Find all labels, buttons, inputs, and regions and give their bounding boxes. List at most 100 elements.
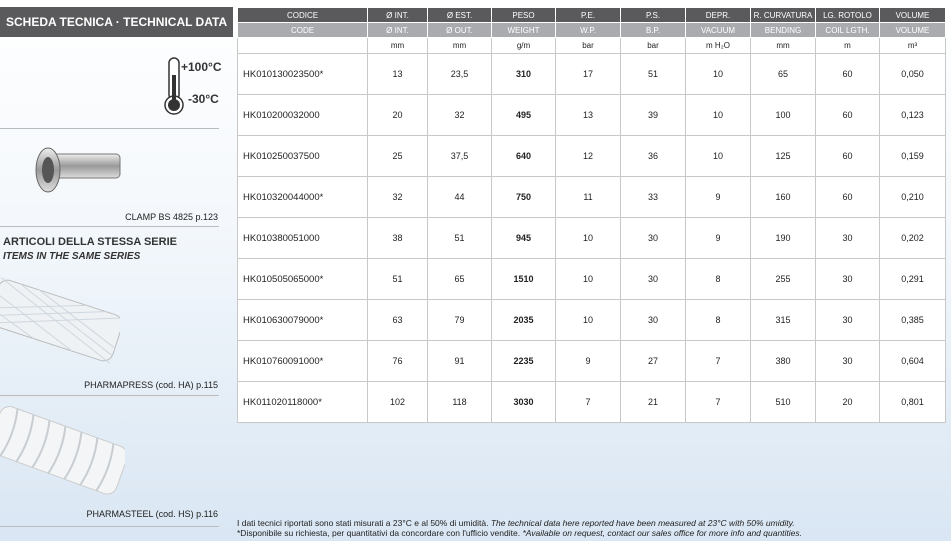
empty-cell <box>237 37 368 54</box>
header-cell: P.E. <box>555 7 621 23</box>
table-cell: 76 <box>367 340 428 382</box>
table-cell: 63 <box>367 299 428 341</box>
header-cell: PESO <box>491 7 556 23</box>
table-cell: 8 <box>685 299 751 341</box>
table-cell: 20 <box>367 94 428 136</box>
table-cell: 10 <box>685 53 751 95</box>
table-cell: 30 <box>815 217 880 259</box>
unit-cell: g/m <box>491 37 556 54</box>
table-cell: 0,291 <box>879 258 946 300</box>
header-cell: R. CURVATURA <box>750 7 816 23</box>
table-cell: 0,801 <box>879 381 946 423</box>
temp-high: +100°C <box>181 60 222 74</box>
table-row: HK011020118000* 102 118 3030 7 21 7 510 20 0,801 <box>237 381 946 423</box>
thermometer-icon <box>164 57 184 115</box>
header-cell: P.S. <box>620 7 686 23</box>
table-cell: 32 <box>427 94 492 136</box>
header-cell: Ø INT. <box>367 22 428 38</box>
code-cell: HK010200032000 <box>237 94 368 136</box>
table-cell: 160 <box>750 176 816 218</box>
table-cell: 12 <box>555 135 621 177</box>
table-cell: 0,050 <box>879 53 946 95</box>
temp-low: -30°C <box>188 92 219 106</box>
separator <box>0 395 219 396</box>
footnote-en: The technical data here reported have be… <box>490 518 795 528</box>
table-cell: 65 <box>750 53 816 95</box>
table-cell: 60 <box>815 53 880 95</box>
table-cell: 30 <box>620 258 686 300</box>
table-cell: 945 <box>491 217 556 259</box>
table-cell: 27 <box>620 340 686 382</box>
table-cell: 38 <box>367 217 428 259</box>
table-cell: 30 <box>620 217 686 259</box>
series-title: ARTICOLI DELLA STESSA SERIE <box>3 236 177 248</box>
unit-cell: m <box>815 37 880 54</box>
table-cell: 640 <box>491 135 556 177</box>
header-cell: CODICE <box>237 7 368 23</box>
table-cell: 10 <box>685 135 751 177</box>
table-cell: 10 <box>685 94 751 136</box>
header-cell: Ø INT. <box>367 7 428 23</box>
header-cell: VACUUM <box>685 22 751 38</box>
table-cell: 30 <box>815 258 880 300</box>
table-cell: 7 <box>555 381 621 423</box>
table-row: HK010505065000* 51 65 1510 10 30 8 255 30 0,291 <box>237 258 946 300</box>
footnote-en: *Available on request, contact our sales… <box>522 528 803 538</box>
table-cell: 7 <box>685 340 751 382</box>
table-cell: 44 <box>427 176 492 218</box>
table-cell: 0,604 <box>879 340 946 382</box>
table-cell: 190 <box>750 217 816 259</box>
table-cell: 13 <box>367 53 428 95</box>
code-cell: HK010760091000* <box>237 340 368 382</box>
table-cell: 51 <box>367 258 428 300</box>
table-cell: 30 <box>815 299 880 341</box>
table-cell: 17 <box>555 53 621 95</box>
table-cell: 20 <box>815 381 880 423</box>
unit-cell: bar <box>620 37 686 54</box>
code-cell: HK010380051000 <box>237 217 368 259</box>
table-cell: 310 <box>491 53 556 95</box>
header-cell: B.P. <box>620 22 686 38</box>
table-row: CODICE Ø INT. Ø EST. PESO P.E. P.S. DEPR. R. CU… <box>237 7 946 23</box>
footnote-it: I dati tecnici riportati sono stati misu… <box>237 518 489 528</box>
code-cell: HK010505065000* <box>237 258 368 300</box>
header-cell: DEPR. <box>685 7 751 23</box>
table-cell: 0,385 <box>879 299 946 341</box>
table-cell: 60 <box>815 135 880 177</box>
header-cell: W.P. <box>555 22 621 38</box>
table-cell: 102 <box>367 381 428 423</box>
table-cell: 33 <box>620 176 686 218</box>
table-cell: 91 <box>427 340 492 382</box>
hose-image <box>0 277 120 364</box>
unit-cell: m H₂O <box>685 37 751 54</box>
hose-image <box>0 406 125 495</box>
table-cell: 25 <box>367 135 428 177</box>
table-cell: 39 <box>620 94 686 136</box>
table-cell: 0,210 <box>879 176 946 218</box>
unit-cell: mm <box>750 37 816 54</box>
table-cell: 11 <box>555 176 621 218</box>
table-cell: 30 <box>620 299 686 341</box>
table-cell: 510 <box>750 381 816 423</box>
table-row: HK010760091000* 76 91 2235 9 27 7 380 30 0,604 <box>237 340 946 382</box>
table-row: mm mm g/m bar bar m H₂O mm m m³ <box>237 37 946 54</box>
header-cell: VOLUME <box>879 7 946 23</box>
table-cell: 51 <box>620 53 686 95</box>
header-title: SCHEDA TECNICA · TECHNICAL DATA <box>0 7 233 37</box>
table-cell: 9 <box>685 217 751 259</box>
header-cell: Ø OUT. <box>427 22 492 38</box>
table-row: HK010250037500 25 37,5 640 12 36 10 125 60 0,159 <box>237 135 946 177</box>
footnote-it: *Disponibile su richiesta, per quantitat… <box>237 528 521 538</box>
header-cell: LG. ROTOLO <box>815 7 880 23</box>
product-caption: PHARMASTEEL (cod. HS) p.116 <box>86 509 218 519</box>
table-row: HK010380051000 38 51 945 10 30 9 190 30 0,202 <box>237 217 946 259</box>
clamp-image <box>35 147 121 193</box>
table-cell: 255 <box>750 258 816 300</box>
table-cell: 23,5 <box>427 53 492 95</box>
table-row: HK010130023500* 13 23,5 310 17 51 10 65 60 0,050 <box>237 53 946 95</box>
header-cell: VOLUME <box>879 22 946 38</box>
table-cell: 10 <box>555 217 621 259</box>
separator <box>0 226 219 227</box>
table-cell: 60 <box>815 176 880 218</box>
